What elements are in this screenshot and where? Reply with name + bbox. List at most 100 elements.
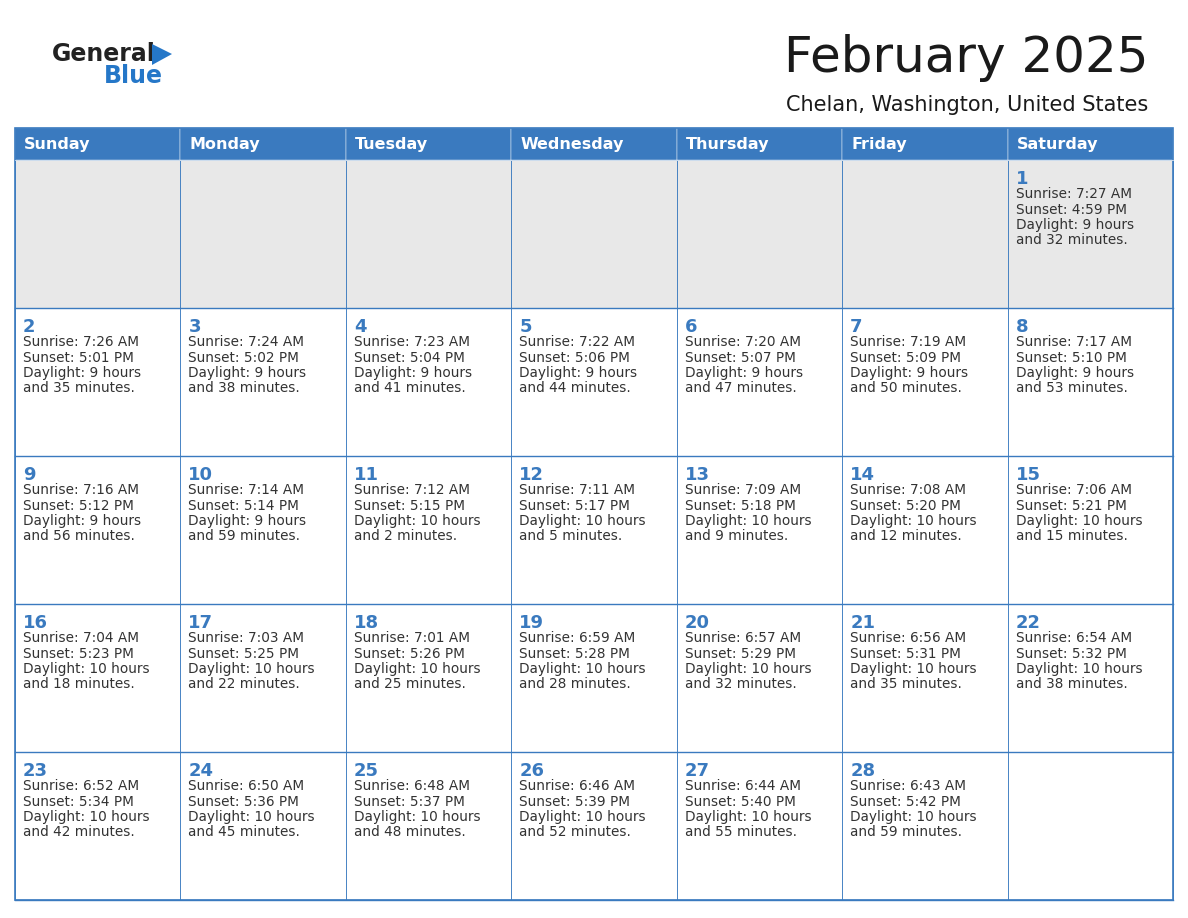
Bar [181,752,346,900]
Text: Sunset: 5:12 PM: Sunset: 5:12 PM [23,498,134,512]
Text: Sunset: 5:20 PM: Sunset: 5:20 PM [851,498,961,512]
Text: 15: 15 [1016,466,1041,484]
Text: Sunset: 5:21 PM: Sunset: 5:21 PM [1016,498,1126,512]
Text: Daylight: 9 hours: Daylight: 9 hours [1016,366,1133,380]
Text: and 53 minutes.: and 53 minutes. [1016,382,1127,396]
Text: 5: 5 [519,318,532,336]
Text: Sunset: 5:18 PM: Sunset: 5:18 PM [684,498,796,512]
Text: and 55 minutes.: and 55 minutes. [684,825,797,839]
Text: Daylight: 9 hours: Daylight: 9 hours [684,366,803,380]
Text: 12: 12 [519,466,544,484]
Bar [677,604,842,752]
Text: Sunset: 5:31 PM: Sunset: 5:31 PM [851,646,961,660]
Text: Sunset: 5:26 PM: Sunset: 5:26 PM [354,646,465,660]
Text: Sunrise: 6:43 AM: Sunrise: 6:43 AM [851,779,966,793]
Text: Sunset: 5:40 PM: Sunset: 5:40 PM [684,794,796,809]
Text: 28: 28 [851,762,876,780]
Text: 6: 6 [684,318,697,336]
Text: 4: 4 [354,318,366,336]
Text: and 22 minutes.: and 22 minutes. [189,677,301,691]
Text: Daylight: 10 hours: Daylight: 10 hours [851,810,977,824]
Text: Daylight: 10 hours: Daylight: 10 hours [354,514,480,528]
Text: Sunset: 5:17 PM: Sunset: 5:17 PM [519,498,630,512]
Text: 26: 26 [519,762,544,780]
Text: Daylight: 10 hours: Daylight: 10 hours [519,662,646,676]
Text: and 52 minutes.: and 52 minutes. [519,825,631,839]
Bar [15,752,181,900]
Text: February 2025: February 2025 [784,34,1148,82]
Text: Sunrise: 6:44 AM: Sunrise: 6:44 AM [684,779,801,793]
Bar [346,160,511,308]
Text: Sunset: 5:42 PM: Sunset: 5:42 PM [851,794,961,809]
Text: Sunrise: 6:50 AM: Sunrise: 6:50 AM [189,779,304,793]
Bar [181,128,346,160]
Text: 27: 27 [684,762,709,780]
Text: 25: 25 [354,762,379,780]
Text: Sunset: 5:37 PM: Sunset: 5:37 PM [354,794,465,809]
Text: Sunset: 5:28 PM: Sunset: 5:28 PM [519,646,630,660]
Text: Sunrise: 7:09 AM: Sunrise: 7:09 AM [684,483,801,497]
Text: 10: 10 [189,466,214,484]
Text: Sunrise: 7:23 AM: Sunrise: 7:23 AM [354,335,470,349]
Text: and 32 minutes.: and 32 minutes. [684,677,796,691]
Text: and 59 minutes.: and 59 minutes. [189,530,301,543]
Text: Daylight: 9 hours: Daylight: 9 hours [519,366,638,380]
Text: Sunrise: 6:59 AM: Sunrise: 6:59 AM [519,631,636,645]
Bar [511,752,677,900]
Text: and 2 minutes.: and 2 minutes. [354,530,457,543]
Text: Sunset: 5:06 PM: Sunset: 5:06 PM [519,351,630,364]
Text: 11: 11 [354,466,379,484]
Text: Sunrise: 6:46 AM: Sunrise: 6:46 AM [519,779,636,793]
Text: Daylight: 9 hours: Daylight: 9 hours [189,366,307,380]
Bar [346,604,511,752]
Text: 3: 3 [189,318,201,336]
Text: Sunset: 5:09 PM: Sunset: 5:09 PM [851,351,961,364]
Text: Daylight: 10 hours: Daylight: 10 hours [1016,514,1142,528]
Text: and 41 minutes.: and 41 minutes. [354,382,466,396]
Text: and 45 minutes.: and 45 minutes. [189,825,301,839]
Text: Daylight: 10 hours: Daylight: 10 hours [354,810,480,824]
Text: Daylight: 9 hours: Daylight: 9 hours [1016,218,1133,232]
Text: Daylight: 10 hours: Daylight: 10 hours [519,810,646,824]
Bar [842,128,1007,160]
Text: Sunrise: 6:56 AM: Sunrise: 6:56 AM [851,631,966,645]
Text: Sunset: 5:07 PM: Sunset: 5:07 PM [684,351,796,364]
Text: 1: 1 [1016,170,1028,188]
Text: and 47 minutes.: and 47 minutes. [684,382,796,396]
Text: and 38 minutes.: and 38 minutes. [1016,677,1127,691]
Text: and 15 minutes.: and 15 minutes. [1016,530,1127,543]
Text: Sunrise: 7:03 AM: Sunrise: 7:03 AM [189,631,304,645]
Text: and 25 minutes.: and 25 minutes. [354,677,466,691]
Text: Friday: Friday [851,137,906,151]
Text: 24: 24 [189,762,214,780]
Text: Daylight: 10 hours: Daylight: 10 hours [189,810,315,824]
Text: Daylight: 9 hours: Daylight: 9 hours [189,514,307,528]
Text: 9: 9 [23,466,36,484]
Text: General: General [52,42,156,66]
Text: Sunset: 5:39 PM: Sunset: 5:39 PM [519,794,631,809]
Bar [181,160,346,308]
Text: Daylight: 10 hours: Daylight: 10 hours [1016,662,1142,676]
Text: Sunrise: 7:19 AM: Sunrise: 7:19 AM [851,335,966,349]
Bar [15,456,181,604]
Text: Chelan, Washington, United States: Chelan, Washington, United States [785,95,1148,115]
Text: Thursday: Thursday [685,137,769,151]
Bar [842,752,1007,900]
Bar [511,160,677,308]
Bar [842,456,1007,604]
Text: 8: 8 [1016,318,1028,336]
Text: 22: 22 [1016,614,1041,632]
Text: Sunrise: 7:14 AM: Sunrise: 7:14 AM [189,483,304,497]
Text: Daylight: 9 hours: Daylight: 9 hours [851,366,968,380]
Text: Sunrise: 7:24 AM: Sunrise: 7:24 AM [189,335,304,349]
Text: 20: 20 [684,614,709,632]
Text: Sunset: 5:29 PM: Sunset: 5:29 PM [684,646,796,660]
Text: and 42 minutes.: and 42 minutes. [23,825,134,839]
Text: 21: 21 [851,614,876,632]
Text: Sunrise: 6:57 AM: Sunrise: 6:57 AM [684,631,801,645]
Text: Daylight: 10 hours: Daylight: 10 hours [851,514,977,528]
Bar [842,604,1007,752]
Bar [1007,604,1173,752]
Text: 16: 16 [23,614,48,632]
Text: and 18 minutes.: and 18 minutes. [23,677,134,691]
